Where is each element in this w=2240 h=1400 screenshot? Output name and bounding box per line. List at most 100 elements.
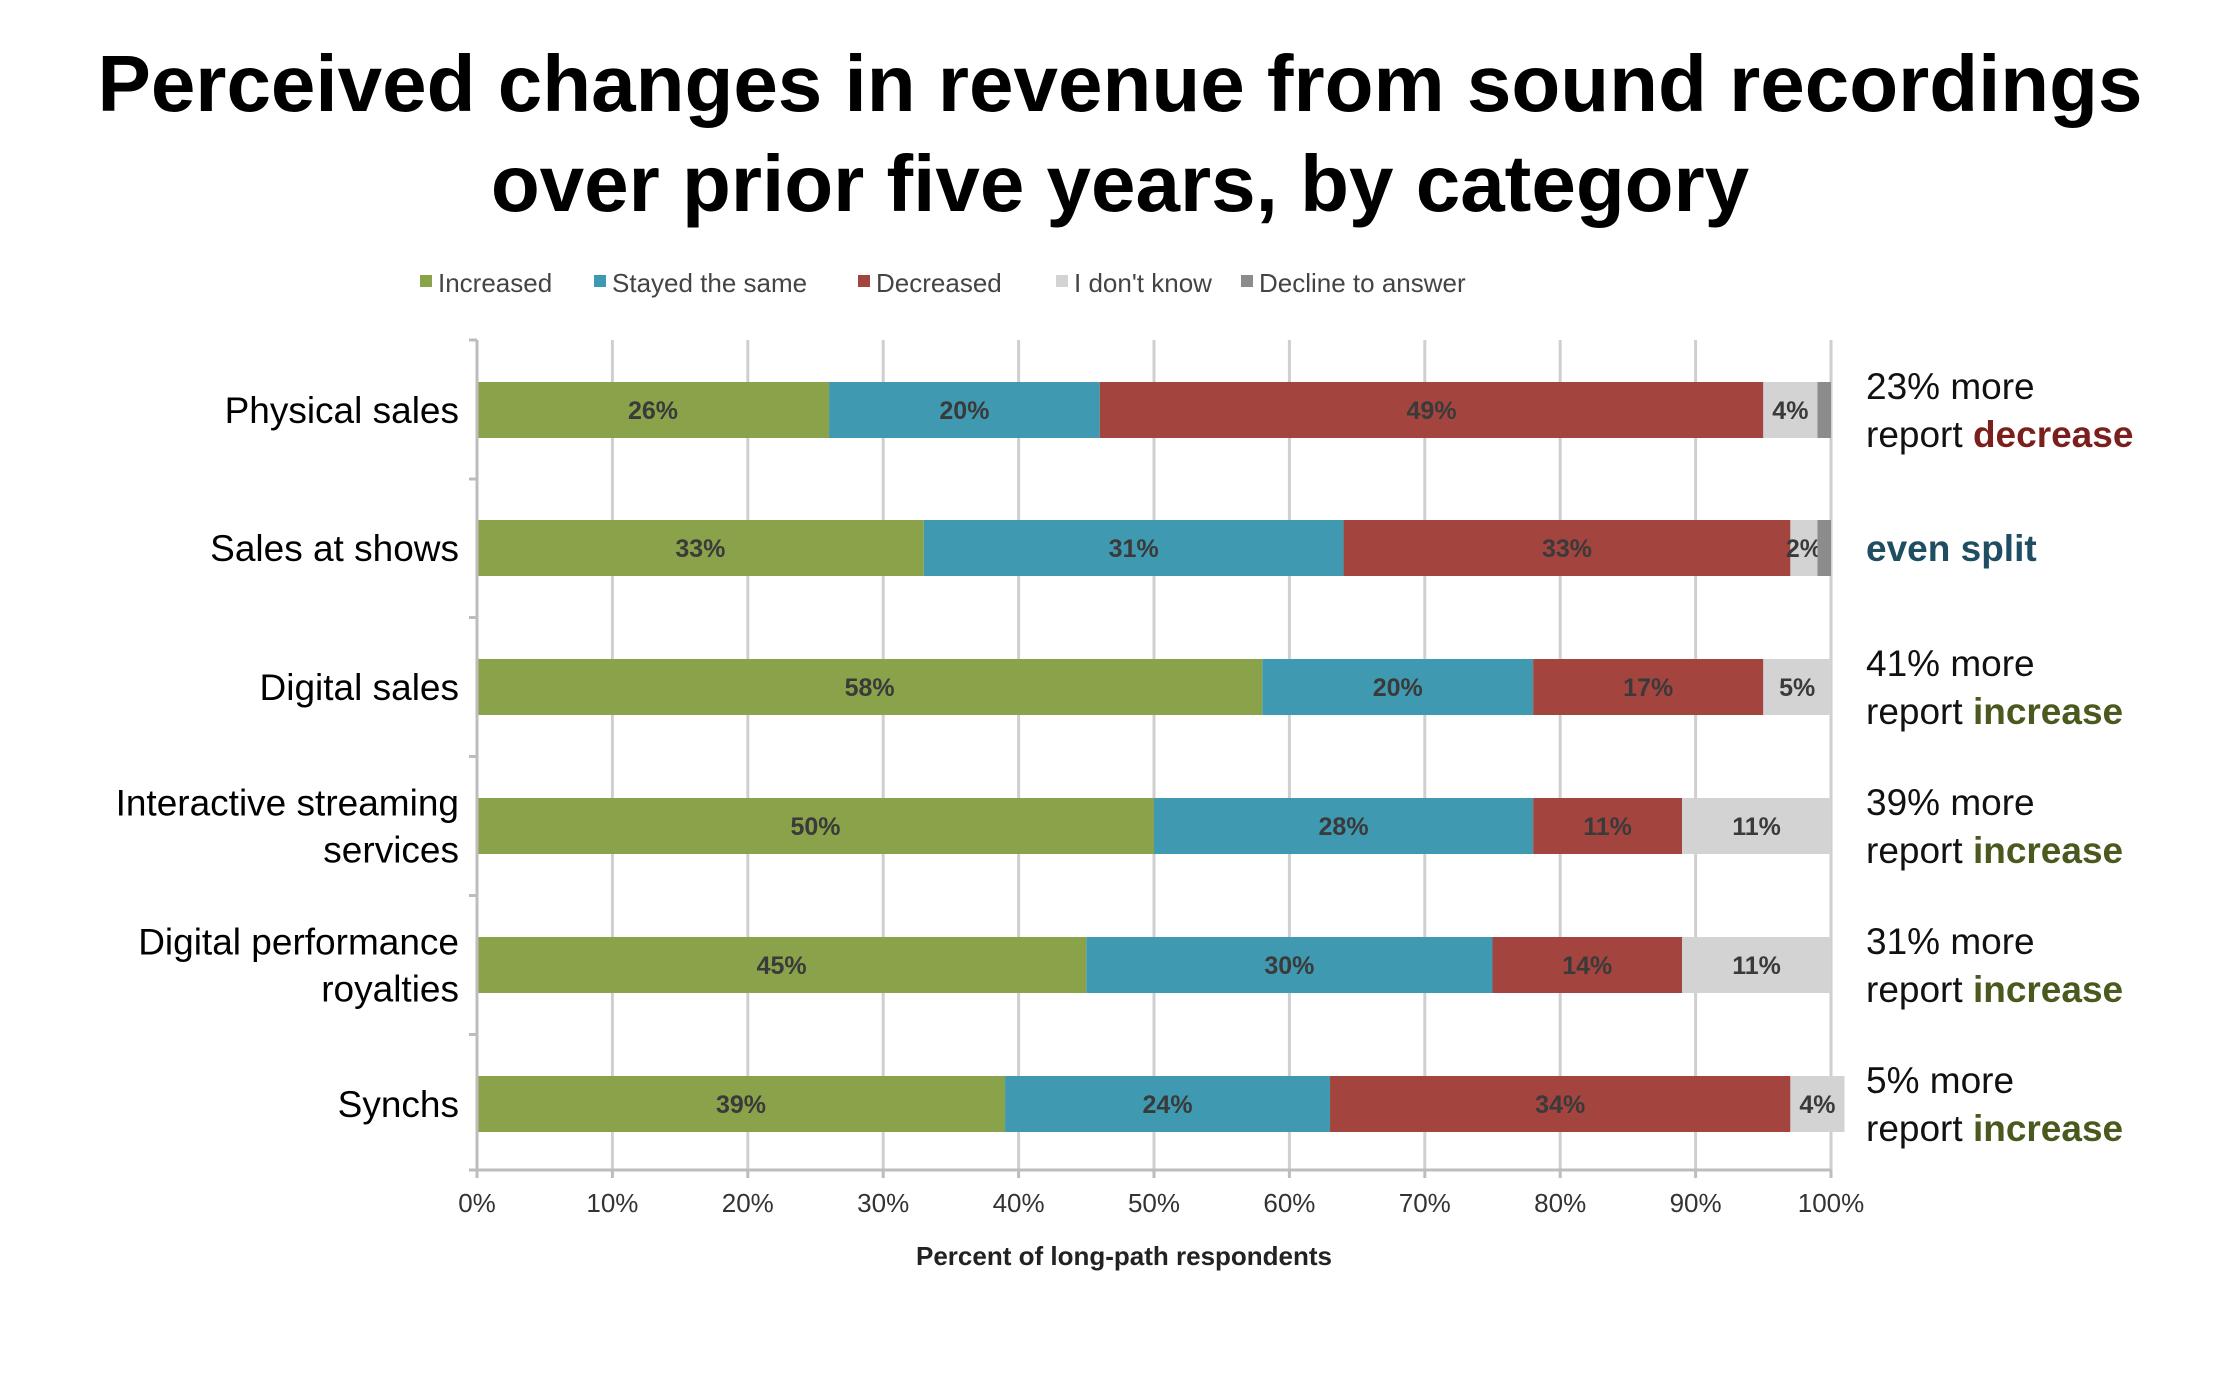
bar-decline-to-answer <box>1817 520 1831 576</box>
annotation-report-text: report <box>1866 830 1973 871</box>
data-label: 28% <box>1319 813 1369 841</box>
annotation: 41% more report increase <box>1866 643 2123 732</box>
annotation-emphasis: increase <box>1973 830 2123 871</box>
data-label: 58% <box>845 674 895 702</box>
bar-decreased <box>1533 659 1764 715</box>
legend-swatch <box>1056 275 1068 287</box>
annotation-line-2: report increase <box>1866 830 2123 871</box>
data-label: 33% <box>1542 535 1592 563</box>
bar-increased <box>477 659 1263 715</box>
data-label: 14% <box>1562 952 1612 980</box>
legend-item-decline-to-answer: Decline to answer <box>1241 268 1466 298</box>
x-tick-label: 10% <box>586 1188 638 1218</box>
annotation: 23% more report decrease <box>1866 366 2133 455</box>
gridlines <box>610 340 1833 1170</box>
bar-i-don-t-know <box>1790 1076 1845 1132</box>
annotation-line-1: 41% more <box>1866 643 2035 684</box>
bar-i-don-t-know <box>1682 937 1831 993</box>
category-label: Sales at shows <box>210 528 459 569</box>
data-label: 33% <box>675 535 725 563</box>
legend-label: Stayed the same <box>612 268 807 298</box>
category-label-line: Sales at shows <box>210 528 459 569</box>
data-label: 11% <box>1583 813 1632 841</box>
axes <box>469 338 1833 1178</box>
category-label-line: royalties <box>321 969 459 1010</box>
annotation-line-2: report increase <box>1866 1108 2123 1149</box>
category-label: Synchs <box>338 1084 459 1125</box>
bar-row-sales-at-shows: 33% 31% 33% 2% <box>477 520 1831 576</box>
annotation-emphasis: even split <box>1866 528 2037 569</box>
legend-swatch <box>420 275 432 287</box>
bar-decreased <box>1099 382 1764 438</box>
legend-swatch <box>1241 275 1253 287</box>
chart-title-line-2: over prior five years, by category <box>490 139 1750 228</box>
annotation-report-text: report <box>1866 414 1973 455</box>
data-label: 4% <box>1772 397 1808 425</box>
x-tick-label: 0% <box>458 1188 496 1218</box>
x-tick-label: 60% <box>1263 1188 1315 1218</box>
bar-increased <box>477 520 924 576</box>
bar-row-interactive-streaming-services: 50% 28% 11% 11% <box>477 798 1831 854</box>
bar-decreased <box>1343 520 1791 576</box>
x-tick-label: 50% <box>1128 1188 1180 1218</box>
bar-row-synchs: 39% 24% 34% 4% <box>477 1076 1845 1132</box>
bar-decreased <box>1492 937 1683 993</box>
legend-item-increased: Increased <box>420 268 552 298</box>
data-label: 34% <box>1535 1091 1585 1119</box>
annotation-emphasis: decrease <box>1973 414 2133 455</box>
annotation-emphasis: increase <box>1973 1108 2123 1149</box>
x-tick-label: 90% <box>1670 1188 1722 1218</box>
category-label-line: Physical sales <box>225 390 459 431</box>
data-label: 11% <box>1732 952 1781 980</box>
x-tick-label: 30% <box>857 1188 909 1218</box>
annotation-report-text: report <box>1866 691 1973 732</box>
annotation: 39% more report increase <box>1866 782 2123 871</box>
bar-decreased <box>1330 1076 1791 1132</box>
bar-stayed-the-same <box>1086 937 1493 993</box>
data-label: 49% <box>1407 397 1457 425</box>
legend-label: Decline to answer <box>1259 268 1466 298</box>
legend-item-i-don-t-know: I don't know <box>1056 268 1212 298</box>
bar-increased <box>477 937 1087 993</box>
data-label: 20% <box>939 397 989 425</box>
bar-increased <box>477 382 830 438</box>
bars: 26% 20% 49% 4% 33% 31% 33% 2% 58% 20% 17% 5% 50% 28% 1… <box>477 382 1845 1132</box>
data-label: 24% <box>1143 1091 1193 1119</box>
bar-i-don-t-know <box>1790 520 1818 576</box>
x-tick-labels: 0% 10% 20% 30% 40% 50% 60% 70% 80% 90% 100% Percent… <box>458 1188 1864 1271</box>
annotation-line-2: report increase <box>1866 691 2123 732</box>
bar-decline-to-answer <box>1817 382 1831 438</box>
category-label-line: Digital sales <box>260 667 459 708</box>
category-label-line: Interactive streaming <box>116 783 459 824</box>
annotation-line-1: 23% more <box>1866 366 2035 407</box>
category-label: Interactive streaming services <box>116 783 459 871</box>
bar-i-don-t-know <box>1763 382 1818 438</box>
legend-label: Increased <box>438 268 552 298</box>
annotation-emphasis: increase <box>1973 691 2123 732</box>
legend-swatch <box>858 275 870 287</box>
annotation: 31% more report increase <box>1866 921 2123 1010</box>
bar-stayed-the-same <box>1154 798 1534 854</box>
legend-label: I don't know <box>1074 268 1212 298</box>
annotation-report-text: report <box>1866 969 1973 1010</box>
bar-stayed-the-same <box>1262 659 1534 715</box>
annotation: 5% more report increase <box>1866 1060 2123 1149</box>
bar-increased <box>477 1076 1006 1132</box>
category-label: Digital performance royalties <box>138 922 459 1010</box>
bar-stayed-the-same <box>1005 1076 1331 1132</box>
category-label-line: Synchs <box>338 1084 459 1125</box>
legend-swatch <box>594 275 606 287</box>
annotation-line-1: 5% more <box>1866 1060 2014 1101</box>
chart-legend: Increased Stayed the same Decreased I don't… <box>420 268 1466 298</box>
bar-stayed-the-same <box>923 520 1344 576</box>
bar-row-digital-performance-royalties: 45% 30% 14% 11% <box>477 937 1831 993</box>
annotation-emphasis: increase <box>1973 969 2123 1010</box>
annotation-line-1: 39% more <box>1866 782 2035 823</box>
data-label: 5% <box>1779 674 1815 702</box>
bar-row-digital-sales: 58% 20% 17% 5% <box>477 659 1831 715</box>
x-tick-label: 80% <box>1534 1188 1586 1218</box>
category-label: Physical sales <box>225 390 459 431</box>
data-label: 30% <box>1264 952 1314 980</box>
annotation: even split <box>1866 528 2037 569</box>
